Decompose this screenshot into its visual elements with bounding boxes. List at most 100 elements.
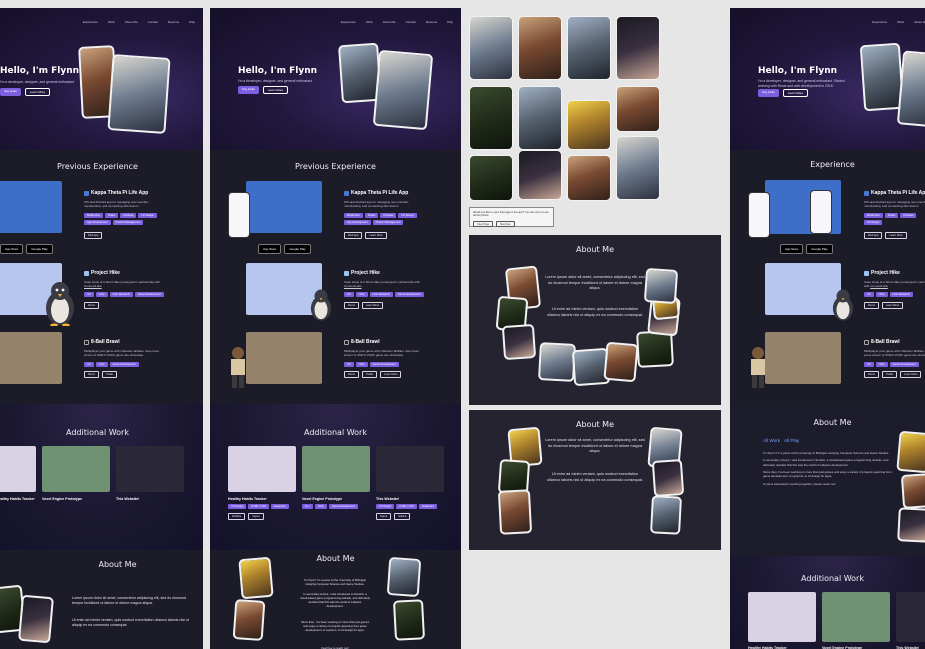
website-link[interactable]: Website [228,513,246,520]
exp-thumb-hike[interactable] [765,263,841,315]
dialog-text: Would you like to open this page in the … [473,211,549,217]
nav-about[interactable]: About Me [914,20,925,24]
demo-link[interactable]: Demo [344,302,359,309]
open-page-button[interactable]: Open Page [473,221,494,227]
about-lorem-1: Lorem ipsum dolor sit amet, consectetur … [545,438,645,454]
exp-thumb-kappa[interactable] [0,181,62,233]
figma-link[interactable]: Figma [248,513,264,520]
app-store-button[interactable]: App Store [780,244,804,254]
aw-card-habits[interactable] [228,446,296,492]
demo-link[interactable]: Demo [84,302,99,309]
tag: Javascript [418,504,437,509]
grid-photo [518,16,562,80]
exp-tags-kappa: Mobile Dev Flutter Firebase UX Design Ap… [84,213,174,225]
additional-work-heading: Additional Work [304,428,367,437]
learn-more-link[interactable]: Learn More [365,232,387,239]
nav-about[interactable]: About Me [382,20,396,24]
figma-link[interactable]: Figma [376,513,392,520]
exp-desc-text: Case study of a Short Hike prototyped in… [84,280,160,284]
tag: Product Management [372,220,404,225]
exp-thumb-kappa[interactable] [246,181,322,233]
trailer-link[interactable]: Trailer [881,371,898,378]
tab-all-work[interactable]: All Work [763,438,781,443]
learn-more-link[interactable]: Learn More [361,302,384,309]
learn-more-link[interactable]: Learn More [380,371,402,378]
trailer-link[interactable]: Trailer [361,371,378,378]
aw-title-voxel: Voxel Engine Prototype [822,646,863,649]
learn-more-link[interactable]: Learn More [881,302,904,309]
github-link[interactable]: GitHub [394,513,411,520]
google-play-button[interactable]: Google Play [806,244,833,254]
web-app-link[interactable]: Web App [84,232,103,239]
aw-card-website[interactable] [896,592,925,642]
nav-contact[interactable]: Contact [147,20,158,24]
hero-title: Hello, I'm Flynn [758,66,838,76]
tag: UX [864,362,874,367]
connectlabs-link[interactable]: ConnectLabs [344,284,362,289]
aw-card-habits[interactable] [0,446,36,492]
exp-thumb-8ball[interactable] [246,332,322,384]
demo-link[interactable]: Demo [344,371,359,378]
demo-link[interactable]: Demo [84,371,99,378]
tag: UX Design [864,220,883,225]
app-store-button[interactable]: App Store [258,244,282,254]
tab-all-play[interactable]: All Play [784,438,800,443]
google-play-button[interactable]: Google Play [26,244,53,254]
aw-card-habits[interactable] [748,592,816,642]
aw-card-voxel[interactable] [302,446,370,492]
nav-resume[interactable]: Resume [167,20,180,24]
connectlabs-link[interactable]: ConnectLabs [84,284,102,289]
exp-tags-kappa: Mobile Dev Flutter Firebase UX Design [864,213,925,225]
nav-experience[interactable]: Experience [82,20,98,24]
exp-links-hike: Demo [84,302,99,309]
nav-work[interactable]: Work [897,20,905,24]
tag: Unity [875,292,888,297]
web-app-link[interactable]: Web App [864,232,883,239]
exp-thumb-hike[interactable] [246,263,322,315]
nav-about[interactable]: About Me [124,20,138,24]
open-in-app-dialog: Would you like to open this page in the … [469,207,554,227]
exp-title-text: 8-Ball Brawl [871,339,900,345]
demo-link[interactable]: Demo [864,302,879,309]
learn-more-button[interactable]: Learn More [782,89,809,97]
app-store-button[interactable]: App Store [0,244,24,254]
say-hello-button[interactable]: Say Hello [758,89,779,97]
learn-more-button[interactable]: Learn More [262,86,289,94]
aw-title-habits: Healthy Habits Tracker [748,646,787,649]
google-play-button[interactable]: Google Play [284,244,311,254]
nav-play[interactable]: Play [447,20,453,24]
exp-title-8ball: 8-Ball Brawl [84,339,120,345]
exp-thumb-8ball[interactable] [0,332,62,384]
nav-contact[interactable]: Contact [405,20,416,24]
exp-thumb-8ball[interactable] [765,332,841,384]
nav-work[interactable]: Work [365,20,373,24]
nav-work[interactable]: Work [107,20,115,24]
nav-play[interactable]: Play [189,20,195,24]
nav-experience[interactable]: Experience [340,20,356,24]
learn-more-link[interactable]: Learn More [900,371,922,378]
web-app-link[interactable]: Web App [344,232,363,239]
about-heading: About Me [575,245,615,254]
nav-experience[interactable]: Experience [872,20,888,24]
say-hello-button[interactable]: Say Hello [0,88,21,96]
aw-card-website[interactable] [376,446,444,492]
aw-card-voxel[interactable] [42,446,110,492]
say-hello-button[interactable]: Say Hello [238,86,259,94]
learn-more-button[interactable]: Learn More [24,88,51,96]
aw-tags-habits: UX Design HTML / CSS Javascript [228,504,298,509]
exp-title-kappa: Kappa Theta Pi Life App [344,190,408,196]
tag: Unity [314,504,327,509]
tag: HTML / CSS [248,504,269,509]
aw-card-voxel[interactable] [822,592,890,642]
nav-resume[interactable]: Resume [425,20,438,24]
stay-here-button[interactable]: Stay Here [496,221,515,227]
tag: User Research [369,292,393,297]
aw-card-website[interactable] [116,446,184,492]
frame-desktop-1: Experience Work About Me Contact Resume … [0,8,203,649]
aw-title-habits: Healthy Habits Tracker [228,497,267,501]
learn-more-link[interactable]: Learn More [885,232,907,239]
trailer-link[interactable]: Trailer [101,371,118,378]
connectlabs-link[interactable]: ConnectLabs [870,284,888,289]
demo-link[interactable]: Demo [864,371,879,378]
character-sprite-icon [231,347,245,388]
